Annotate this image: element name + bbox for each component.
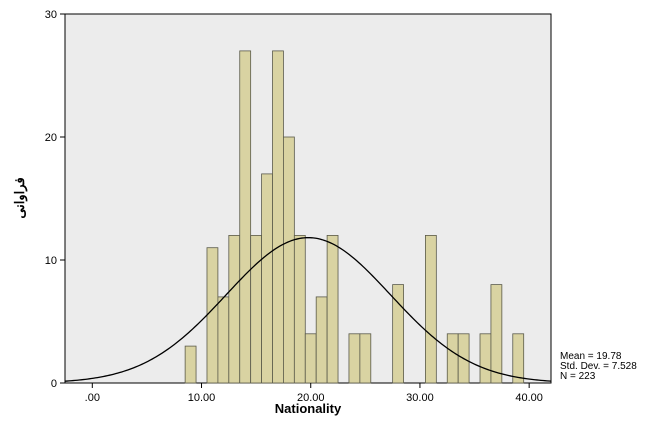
histogram-bar-0: [184, 345, 197, 384]
histogram-bar-19: [479, 333, 492, 384]
y-tick-label: 10: [45, 255, 57, 267]
histogram-bar-21: [512, 333, 525, 384]
histogram-bar-10: [304, 333, 317, 384]
histogram-bar-5: [250, 234, 262, 384]
histogram-bar-1: [206, 247, 219, 384]
plot-area: [64, 13, 552, 384]
histogram-bar-2: [217, 296, 230, 384]
histogram-bar-12: [326, 234, 339, 384]
histogram-bar-9: [293, 234, 306, 384]
y-axis: 0 10 20 30: [45, 9, 65, 390]
y-axis-title: فراوانی: [12, 177, 28, 218]
histogram-bar-6: [261, 173, 273, 384]
x-axis-title: Nationality: [275, 401, 342, 416]
histogram-bar-4: [239, 50, 252, 384]
normal-curve: [64, 236, 552, 382]
stats-n: N = 223: [560, 371, 596, 382]
histogram-bar-16: [425, 234, 437, 384]
histogram-bar-3: [228, 234, 241, 384]
histogram-bar-7: [272, 50, 284, 384]
histogram-bar-11: [315, 296, 328, 384]
stats-mean: Mean = 19.78: [560, 351, 622, 362]
x-tick-label: 20.00: [297, 392, 325, 404]
x-tick-label: 30.00: [406, 392, 434, 404]
histogram-bar-15: [392, 284, 404, 384]
stats-box: Mean = 19.78 Std. Dev. = 7.528 N = 223: [560, 351, 637, 382]
histogram-bar-20: [490, 284, 503, 384]
histogram-bar-14: [359, 333, 372, 384]
stats-std-dev: Std. Dev. = 7.528: [560, 361, 637, 372]
y-tick-label: 30: [45, 9, 57, 21]
y-tick-label: 20: [45, 132, 57, 144]
x-axis: .00 10.00 20.00 30.00 40.00: [85, 383, 543, 404]
y-tick-label: 0: [51, 378, 57, 390]
x-tick-label: 10.00: [188, 392, 216, 404]
x-tick-label: .00: [85, 392, 100, 404]
x-tick-label: 40.00: [515, 392, 543, 404]
histogram-bar-8: [283, 136, 295, 384]
histogram-bar-17: [446, 333, 459, 384]
histogram-bar-13: [348, 333, 361, 384]
